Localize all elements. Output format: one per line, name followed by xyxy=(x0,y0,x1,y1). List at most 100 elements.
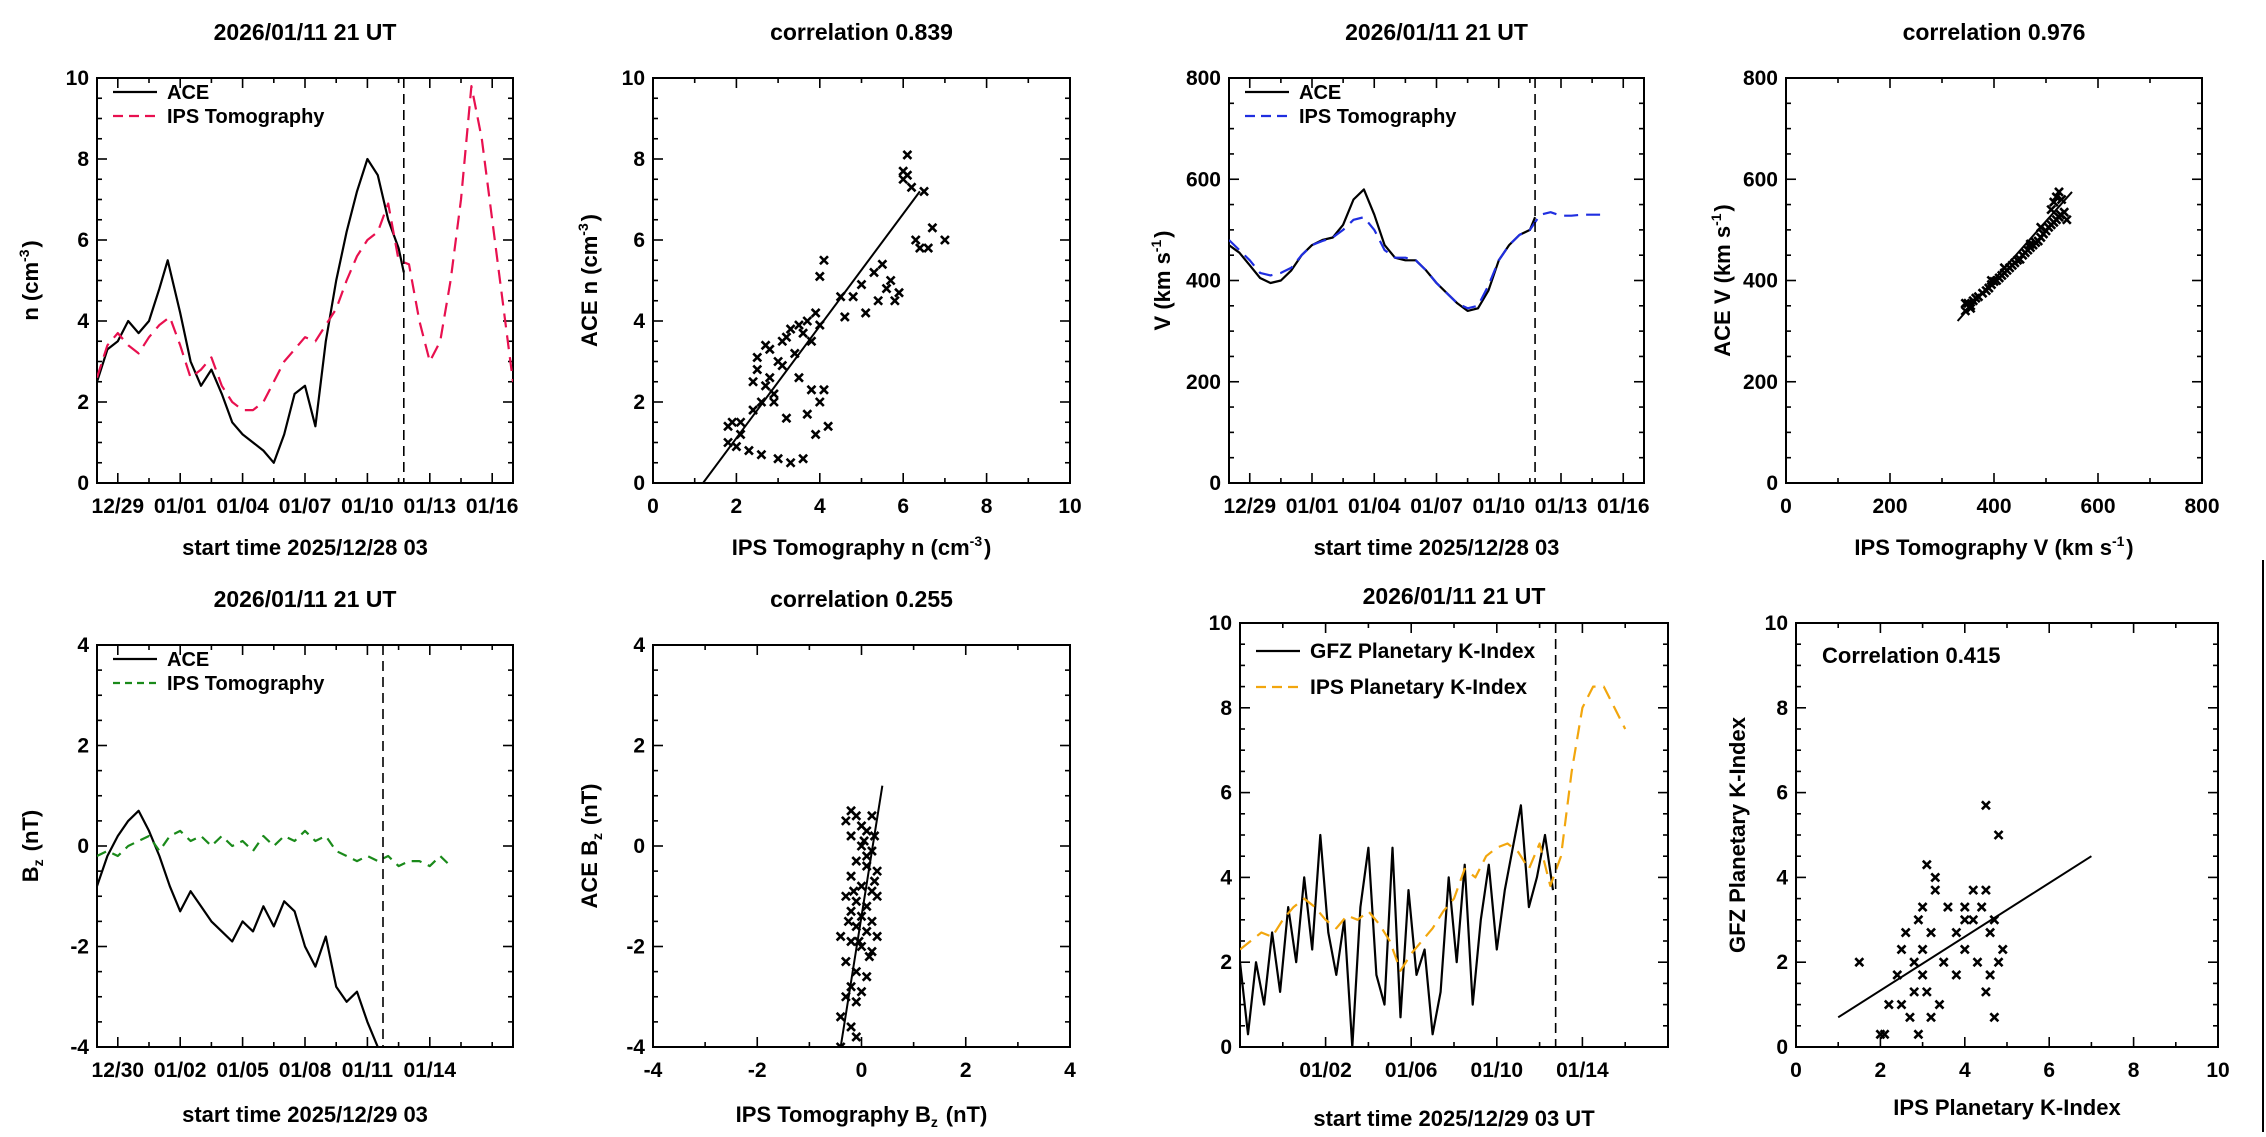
scatter-point xyxy=(1909,986,1920,997)
x-tick-label: 0 xyxy=(647,495,659,518)
scatter-point xyxy=(798,328,809,339)
scatter-point xyxy=(794,372,804,383)
y-tick-label: -2 xyxy=(626,936,645,959)
scatter-point xyxy=(872,931,883,942)
plot-area xyxy=(97,645,452,1047)
x-tick-label: 0 xyxy=(1780,495,1792,518)
scatter-point xyxy=(1926,1012,1936,1023)
x-tick-label: 4 xyxy=(814,495,826,518)
scatter-point xyxy=(810,307,821,318)
scatter-point xyxy=(1938,957,1949,968)
scatter-point xyxy=(1980,885,1991,896)
x-axis-label: IPS Tomography V (km s-1 ) xyxy=(1854,533,2133,560)
scatter-point xyxy=(752,352,763,363)
scatter-point xyxy=(867,810,877,821)
scatter-point xyxy=(748,405,758,416)
x-tick-label: 01/08 xyxy=(279,1059,332,1082)
scatter-point xyxy=(810,429,821,440)
scatter-point xyxy=(851,896,862,907)
scatter-point xyxy=(856,841,867,851)
chart-title: correlation 0.255 xyxy=(770,586,953,612)
scatter-point xyxy=(1968,885,1979,896)
scatter-point xyxy=(846,936,856,947)
scatter-point xyxy=(760,380,771,391)
x-tick-label: 01/02 xyxy=(154,1059,207,1082)
scatter-point xyxy=(769,397,779,407)
chart-title: 2026/01/11 21 UT xyxy=(214,586,397,612)
panel-p3: 2026/01/11 21 UT 12/29 01/01 01/04 01/07 01/1… xyxy=(1148,19,1650,560)
x-tick-label: 4 xyxy=(1959,1059,1971,1082)
scatter-point xyxy=(1917,944,1928,955)
scatter-point xyxy=(1883,999,1894,1010)
scatter-point xyxy=(846,981,856,992)
scatter-point xyxy=(835,291,846,302)
x-tick-label: 0 xyxy=(1790,1059,1802,1082)
scatter-point xyxy=(1968,914,1979,925)
y-tick-label: 10 xyxy=(66,67,89,90)
chart-title: correlation 0.976 xyxy=(1903,19,2086,45)
series-line-0 xyxy=(1240,804,1555,1047)
scatter-point xyxy=(2054,186,2064,197)
y-tick-label: 0 xyxy=(1209,472,1221,495)
legend-label-1: IPS Tomography xyxy=(167,106,325,128)
scatter-point xyxy=(723,437,733,448)
scatter-point xyxy=(1900,927,1911,938)
x-tick-label: 01/05 xyxy=(216,1059,269,1082)
scatter-point xyxy=(785,457,796,468)
scatter-point xyxy=(1913,1029,1924,1040)
x-tick-label: 0 xyxy=(856,1059,868,1082)
scatter-point xyxy=(1965,303,1976,314)
y-tick-label: 600 xyxy=(1186,168,1221,191)
scatter-point xyxy=(1980,986,1991,997)
scatter-point xyxy=(1921,986,1932,997)
y-axis-label: V (km s-1 ) xyxy=(1148,231,1175,331)
scatter-point xyxy=(869,876,880,887)
x-tick-label: 12/29 xyxy=(92,495,145,518)
x-tick-label: 01/10 xyxy=(1472,495,1525,518)
x-tick-label: 2 xyxy=(960,1059,972,1082)
y-tick-label: 0 xyxy=(77,472,89,495)
scatter-point xyxy=(1972,957,1983,968)
scatter-point xyxy=(798,453,809,464)
scatter-point xyxy=(814,397,825,407)
scatter-point xyxy=(1985,970,1996,980)
scatter-point xyxy=(856,986,867,997)
scatter-point xyxy=(853,936,864,947)
scatter-point xyxy=(1913,914,1924,925)
y-tick-label: 0 xyxy=(633,472,645,495)
x-tick-label: 01/02 xyxy=(1299,1059,1352,1082)
scatter-point xyxy=(819,255,829,266)
scatter-point xyxy=(1879,1029,1890,1040)
y-tick-label: 2 xyxy=(77,391,89,414)
y-axis-label: ACE Bz (nT) xyxy=(577,784,605,909)
scatter-point xyxy=(2046,204,2057,215)
scatter-point xyxy=(823,421,834,432)
y-tick-label: 0 xyxy=(1766,472,1778,495)
scatter-point xyxy=(861,971,872,982)
scatter-point xyxy=(864,951,875,962)
scatter-point xyxy=(777,360,788,371)
x-tick-label: 01/01 xyxy=(1286,495,1339,518)
scatter-point xyxy=(735,429,746,440)
y-tick-label: 10 xyxy=(1209,612,1232,635)
scatter-point xyxy=(869,267,879,278)
y-tick-label: 0 xyxy=(1776,1036,1788,1059)
scatter-point xyxy=(752,364,763,375)
scatter-point xyxy=(869,831,880,841)
scatter-point xyxy=(1997,944,2008,955)
x-tick-label: 12/29 xyxy=(1223,495,1276,518)
x-tick-label: 8 xyxy=(981,495,993,518)
scatter-point xyxy=(781,413,792,424)
x-axis-label: IPS Planetary K-Index xyxy=(1893,1095,2121,1120)
scatter-point xyxy=(840,891,851,902)
scatter-point xyxy=(1896,944,1907,955)
x-axis-label: IPS Tomography Bz (nT) xyxy=(736,1102,988,1130)
scatter-point xyxy=(806,384,817,395)
legend-label-0: ACE xyxy=(1299,82,1341,104)
scatter-point xyxy=(1989,1012,2000,1023)
scatter-point xyxy=(1896,999,1907,1010)
legend: GFZ Planetary K-Index IPS Planetary K-Ind… xyxy=(1256,640,1536,699)
y-tick-label: 4 xyxy=(633,310,645,333)
